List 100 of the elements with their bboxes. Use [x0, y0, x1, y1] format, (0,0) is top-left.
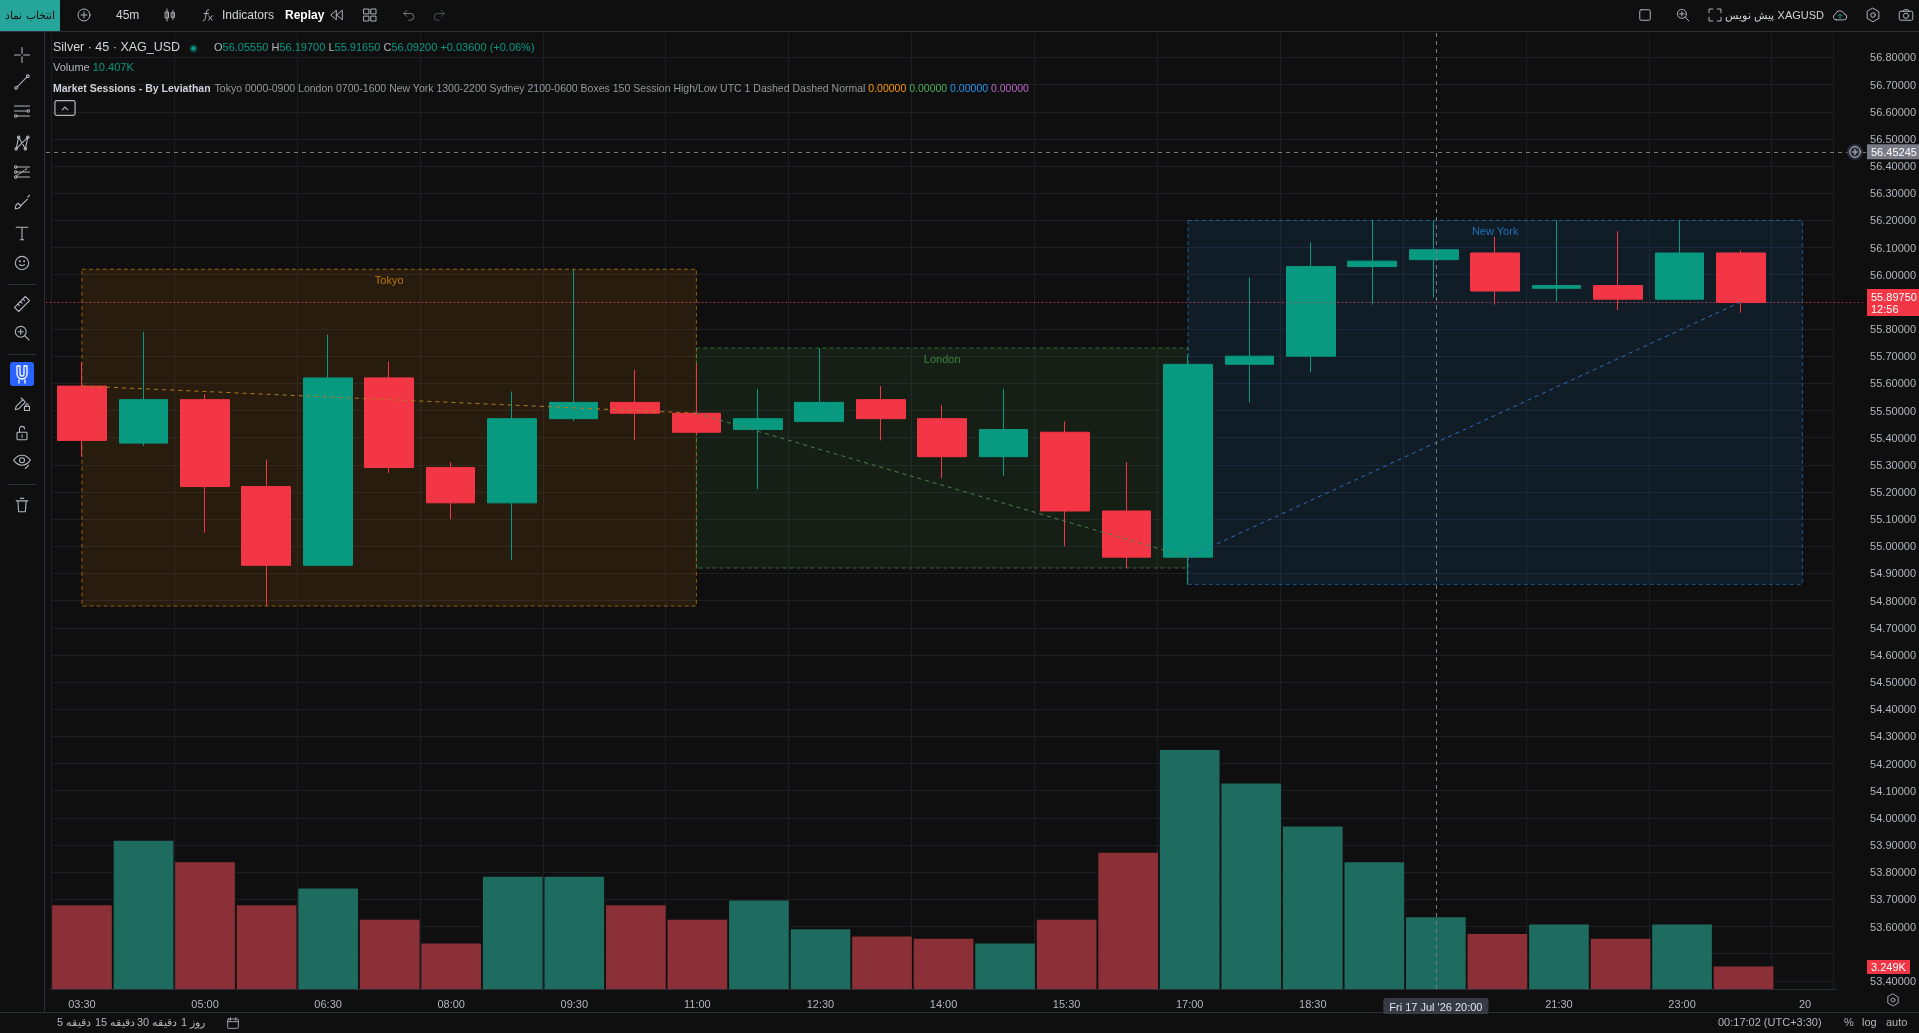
candlestick [1655, 219, 1704, 300]
bar [52, 905, 112, 989]
text: Silver · 45 · XAG_USD [53, 40, 181, 55]
candlestick [1409, 220, 1459, 298]
candlestick [57, 361, 107, 458]
text: auto [1886, 1016, 1908, 1030]
y-tick-label: 55.40000 [1870, 431, 1917, 444]
x-tick-label: 15:30 [1052, 997, 1081, 1010]
candlestick [487, 391, 537, 561]
candlestick [180, 393, 230, 534]
y-tick-label: 56.50000 [1870, 132, 1917, 145]
text: 30 دقیقه [137, 1016, 178, 1030]
y-tick-label: 56.10000 [1870, 241, 1917, 254]
ref-line-label: 56.45245 [1871, 145, 1917, 158]
candlestick [610, 369, 660, 441]
candlestick [1286, 241, 1336, 373]
text: log [1862, 1016, 1877, 1030]
bar [1713, 966, 1774, 989]
y-tick-label: 55.80000 [1870, 323, 1917, 336]
text: Replay [285, 8, 325, 23]
y-tick-label: 56.40000 [1870, 160, 1917, 173]
y-tick-label: 56.20000 [1870, 214, 1917, 227]
x-tick-label: 09:30 [560, 997, 589, 1010]
bar [175, 862, 235, 989]
candlestick [733, 388, 783, 490]
y-tick-label: 55.10000 [1870, 513, 1917, 526]
y-tick-label: 54.30000 [1870, 730, 1917, 743]
x-tick-label: 03:30 [68, 997, 96, 1010]
bar [1036, 919, 1097, 989]
bar [1652, 924, 1712, 989]
y-tick-label: 54.70000 [1870, 621, 1917, 634]
bar [1529, 924, 1589, 989]
y-tick-label: 54.90000 [1870, 567, 1917, 580]
x-tick-label: 23:00 [1668, 997, 1696, 1010]
candlestick [672, 363, 721, 436]
text: پیش نویس XAGUSD [1725, 9, 1824, 23]
x-tick-label: 18:30 [1299, 997, 1327, 1010]
candlestick [979, 388, 1028, 477]
x-tick-label: 21:30 [1545, 997, 1573, 1010]
y-tick-label: 53.90000 [1870, 839, 1917, 852]
text: Indicators [222, 8, 275, 23]
candlestick [794, 347, 844, 422]
bar [298, 888, 358, 989]
bar [975, 943, 1035, 989]
y-tick-label: 54.60000 [1870, 648, 1917, 661]
bar [790, 929, 851, 989]
candlestick [1040, 420, 1090, 547]
candlestick [917, 404, 967, 479]
x-tick-label: Fri 17 Jul '26 20:00 [1389, 1000, 1483, 1013]
y-tick-label: 53.60000 [1870, 920, 1917, 933]
bar [667, 919, 728, 989]
candlestick [426, 461, 475, 520]
y-tick-label: 54.10000 [1870, 784, 1917, 797]
band-label: New York [1471, 224, 1519, 237]
candlestick [549, 268, 598, 422]
bar [1406, 917, 1466, 989]
y-tick-label: 56.70000 [1870, 78, 1917, 91]
x-tick-label: 05:00 [191, 997, 219, 1010]
x-tick-label: 11:00 [684, 997, 711, 1010]
bar [1098, 852, 1159, 989]
y-tick-label: 54.50000 [1870, 676, 1917, 689]
text: 45m [116, 8, 140, 23]
bar [113, 840, 174, 989]
y-tick-label: 55.00000 [1870, 540, 1917, 553]
x-tick-label: 12:30 [806, 997, 835, 1010]
text: 1 روز [181, 1016, 206, 1030]
y-tick-label: 54.20000 [1870, 757, 1917, 770]
y-tick-label: 53.40000 [1870, 974, 1917, 987]
y-tick-label: 54.00000 [1870, 811, 1917, 824]
x-tick-label: 17:00 [1175, 997, 1204, 1010]
candlestick [241, 458, 291, 607]
text: 15 دقیقه [95, 1016, 136, 1030]
bar [236, 905, 297, 989]
candlestick [1532, 219, 1581, 303]
candlestick [303, 333, 353, 566]
candlestick [1225, 276, 1274, 403]
text: 5 دقیقه [57, 1016, 92, 1030]
bar [729, 900, 789, 989]
band-label: Tokyo [374, 273, 404, 286]
y-tick-label: 56.30000 [1870, 187, 1917, 200]
band-label: London [923, 352, 961, 365]
y-tick-label: 56.00000 [1870, 268, 1917, 281]
candlestick [1163, 355, 1213, 585]
x-tick-label: 08:00 [437, 997, 465, 1010]
candlestick [1347, 219, 1397, 306]
y-tick-label: 54.40000 [1870, 703, 1917, 716]
y-tick-label: 56.80000 [1870, 51, 1917, 64]
text: % [1844, 1016, 1854, 1030]
candlestick [1102, 461, 1151, 569]
y-tick-label: 54.80000 [1870, 594, 1917, 607]
annotation: Market Sessions - By Leviathan [53, 82, 211, 94]
x-tick-label: 06:30 [314, 997, 342, 1010]
bar [852, 936, 912, 989]
text: 3.249K [1867, 959, 1910, 974]
text: انتخاب نماد [0, 0, 60, 31]
y-tick-label: 55.70000 [1870, 350, 1917, 363]
y-tick-label: 55.20000 [1870, 485, 1917, 498]
text: O56.05550 H56.19700 L55.91650 C56.09200 +0.03600 (+0.06%) [214, 41, 535, 53]
annotation: Tokyo 0000-0900 London 0700-1600 New York 1300-2200 Sydney 2100-0600 Boxes 150 Session High/Low UTC 1 Dashed Dashed Normal 0.00000 0.00000 0.00000 0.00000 [214, 82, 1029, 94]
candlestick [364, 361, 414, 474]
